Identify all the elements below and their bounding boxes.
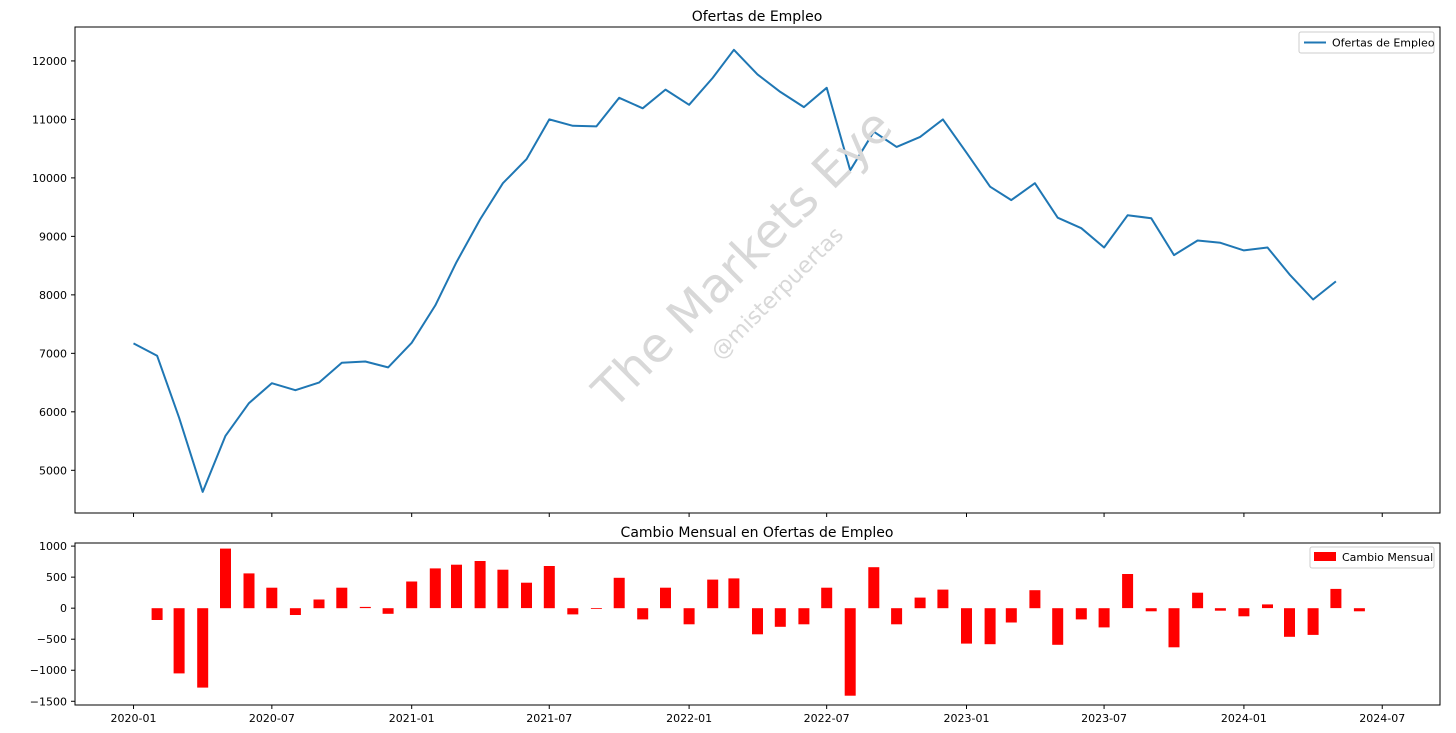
bar [289,608,301,615]
bar [336,587,348,609]
bar [728,578,740,609]
y-tick-label: 1000 [39,540,67,553]
top-legend-label: Ofertas de Empleo [1332,37,1435,50]
bar [1238,608,1250,617]
bar [497,569,509,609]
bar [1098,608,1110,628]
y-tick-label: −1000 [30,664,67,677]
bar [313,599,325,609]
bar [1145,608,1157,612]
bar [937,589,949,609]
bar [1122,574,1134,609]
bar [382,608,394,614]
bar [914,597,926,609]
bar [868,567,880,609]
bottom-legend-label: Cambio Mensual [1342,551,1433,564]
bar [1052,608,1064,645]
y-tick-label: −500 [37,633,67,646]
top-legend-box [1298,31,1435,54]
bar [220,548,231,609]
bar [798,608,810,625]
y-tick-label: 10000 [32,172,67,185]
bar [543,566,555,609]
bar [891,608,903,625]
x-tick-label: 2020-01 [111,712,157,725]
bar [151,608,163,620]
bar [1168,608,1180,648]
bottom-legend-box [1309,546,1435,569]
top-chart-title: Ofertas de Empleo [692,9,823,25]
top-legend: Ofertas de Empleo [1298,31,1435,54]
x-tick-label: 2021-07 [526,712,572,725]
bottom-plot-area [151,548,1365,696]
bar [197,608,209,688]
x-tick-label: 2022-07 [804,712,850,725]
bottom-chart-title: Cambio Mensual en Ofertas de Empleo [621,525,894,541]
bar [567,608,579,615]
bottom-legend: Cambio Mensual [1309,546,1435,569]
bar [451,564,462,609]
bar [683,608,695,625]
bar [590,608,602,609]
x-tick-label: 2023-01 [944,712,990,725]
bar [1192,592,1204,609]
x-tick-label: 2024-01 [1221,712,1267,725]
bar [1214,608,1226,611]
bar [1284,608,1295,637]
y-tick-label: 5000 [39,464,67,477]
bar [961,608,972,644]
bar [774,608,786,627]
x-tick-label: 2020-07 [249,712,295,725]
bar [637,608,649,620]
y-tick-label: 11000 [32,113,67,126]
bar [429,568,441,609]
x-tick-label: 2023-07 [1081,712,1127,725]
bar [752,608,763,635]
y-tick-label: 6000 [39,406,67,419]
y-tick-label: 500 [46,571,67,584]
bar [474,561,486,609]
y-tick-label: 8000 [39,289,67,302]
bottom-y-axis: −1500 −1000 −500 0 500 1000 [30,540,75,708]
top-y-axis: 5000 6000 7000 8000 9000 10000 11000 12000 [32,55,75,477]
y-tick-label: 0 [60,602,67,615]
bar [660,587,671,609]
y-tick-label: 9000 [39,230,67,243]
bar [266,587,278,609]
y-tick-label: 7000 [39,347,67,360]
bar [844,608,856,696]
bottom-chart: Cambio Mensual en Ofertas de Empleo 2020… [30,525,1441,725]
top-plot-frame [74,26,1441,514]
bar [1029,590,1041,609]
bar [173,608,185,674]
bar [1262,604,1273,609]
bar [1075,608,1087,620]
bar [984,608,996,645]
top-plot-area [133,48,1337,493]
bar [613,577,625,609]
x-tick-label: 2021-01 [389,712,435,725]
y-tick-label: −1500 [30,695,67,708]
bar [1307,608,1319,635]
bar [821,587,833,609]
x-tick-label: 2022-01 [666,712,712,725]
bottom-legend-bar-swatch [1314,552,1336,561]
bar [1353,608,1365,612]
bar [406,581,418,609]
bottom-plot-frame [74,542,1441,706]
bar [243,573,255,609]
bar [521,582,532,609]
y-tick-label: 12000 [32,55,67,68]
bottom-x-axis: 2020-01 2020-07 2021-01 2021-07 2022-01 2022-… [111,705,1405,725]
bar [1330,588,1342,609]
bar [707,579,719,609]
bar [359,606,371,609]
top-x-axis [133,513,1383,517]
x-tick-label: 2024-07 [1359,712,1405,725]
bar [1005,608,1017,623]
